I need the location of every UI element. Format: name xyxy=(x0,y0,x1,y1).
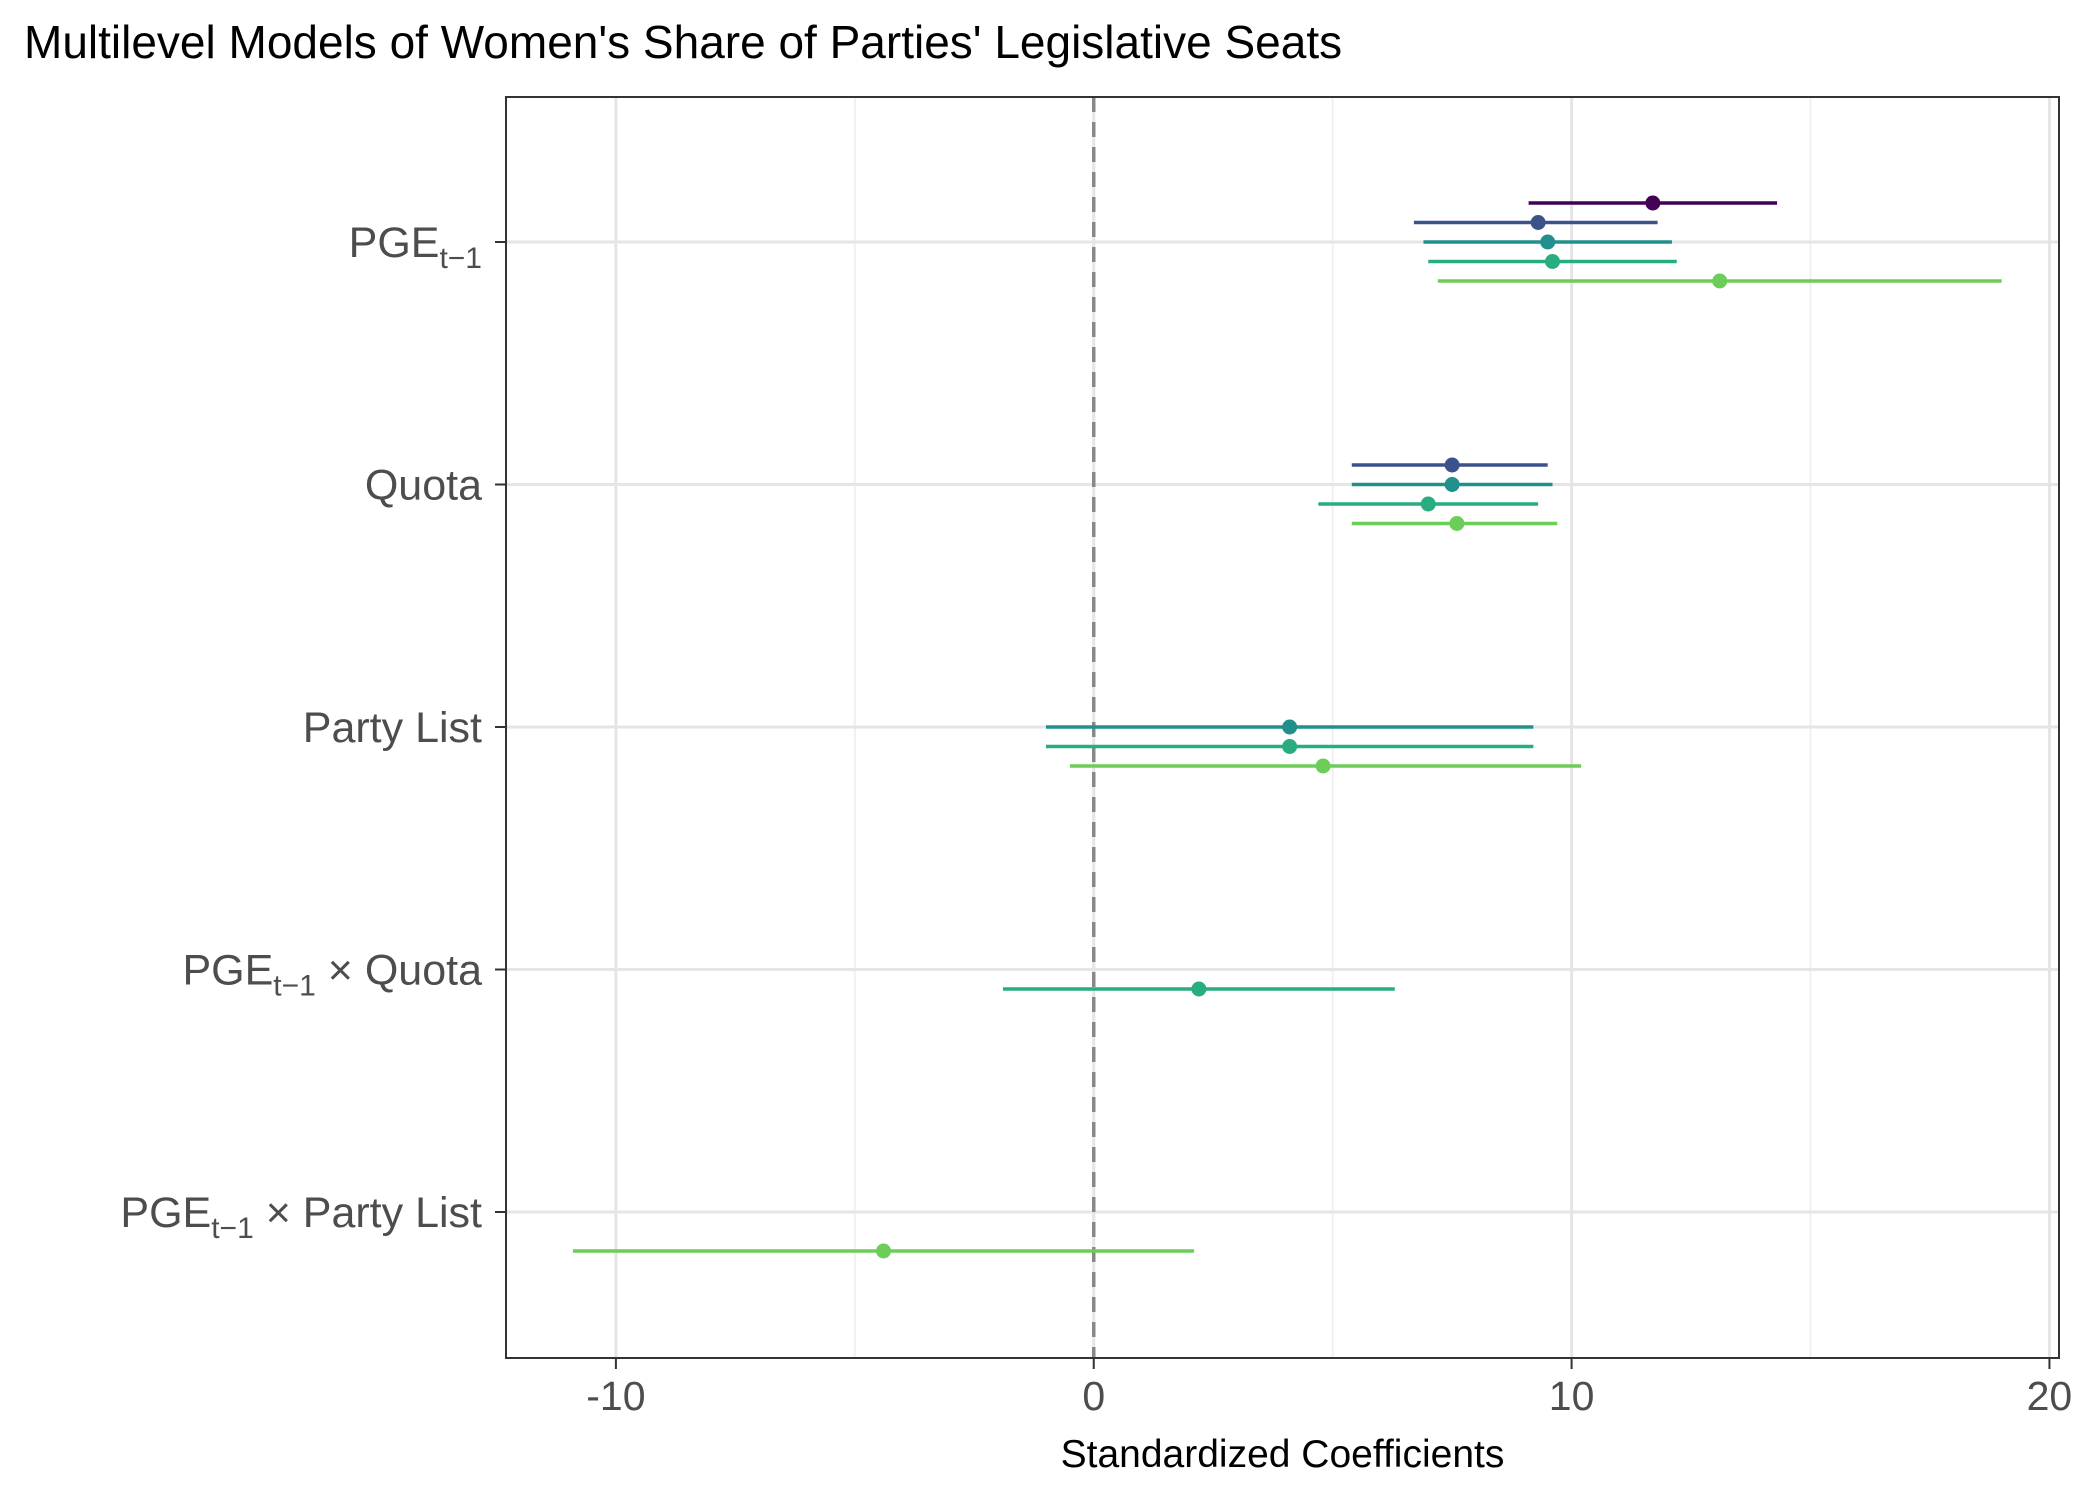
y-tick-label-base: Quota xyxy=(365,462,482,510)
x-tick-label: 20 xyxy=(2027,1373,2073,1419)
y-tick-label-subscript: t−1 xyxy=(439,242,482,275)
y-tick-label-suffix: × Quota xyxy=(316,947,482,995)
y-tick-label: Quota xyxy=(365,462,482,510)
y-tick-label-suffix: × Party List xyxy=(254,1189,482,1237)
chart-title: Multilevel Models of Women's Share of Pa… xyxy=(24,16,1342,68)
coefficient-point xyxy=(1712,273,1728,289)
coefficient-point xyxy=(1420,496,1436,512)
y-tick-label: Party List xyxy=(303,704,482,752)
y-tick-label-base: Party List xyxy=(303,704,482,752)
y-tick-label-subscript: t−1 xyxy=(211,1212,254,1245)
x-tick-label: 0 xyxy=(1082,1373,1105,1419)
y-tick-label: PGEt−1 × Party List xyxy=(120,1189,482,1245)
coefficient-point xyxy=(1444,457,1460,473)
coefficient-point xyxy=(1191,981,1207,997)
x-tick-label: -10 xyxy=(586,1373,645,1419)
coefficient-point xyxy=(1444,477,1460,492)
x-axis-title: Standardized Coefficients xyxy=(1061,1433,1505,1476)
coefficient-point xyxy=(1544,254,1560,269)
coefficient-point xyxy=(1315,758,1331,774)
y-tick-label: PGEt−1 × Quota xyxy=(182,947,482,1003)
y-tick-label-subscript: t−1 xyxy=(273,970,316,1003)
y-tick-label-base: PGE xyxy=(182,947,273,995)
coefficient-points xyxy=(875,195,1728,1259)
y-tick-label-base: PGE xyxy=(120,1189,211,1237)
y-tick-label-base: PGE xyxy=(349,219,440,267)
coefficient-point xyxy=(1449,516,1465,531)
x-tick-label: 10 xyxy=(1549,1373,1595,1419)
x-axis-ticks: -10 0 10 20 xyxy=(586,1358,2072,1419)
y-tick-label: PGEt−1 xyxy=(349,219,482,275)
coefficient-point xyxy=(1645,195,1661,211)
coefficient-point xyxy=(1282,719,1298,735)
coefficient-point xyxy=(1540,234,1556,250)
coefficient-point xyxy=(875,1243,891,1259)
coefficient-point xyxy=(1530,215,1546,230)
coefficient-point xyxy=(1282,739,1298,754)
